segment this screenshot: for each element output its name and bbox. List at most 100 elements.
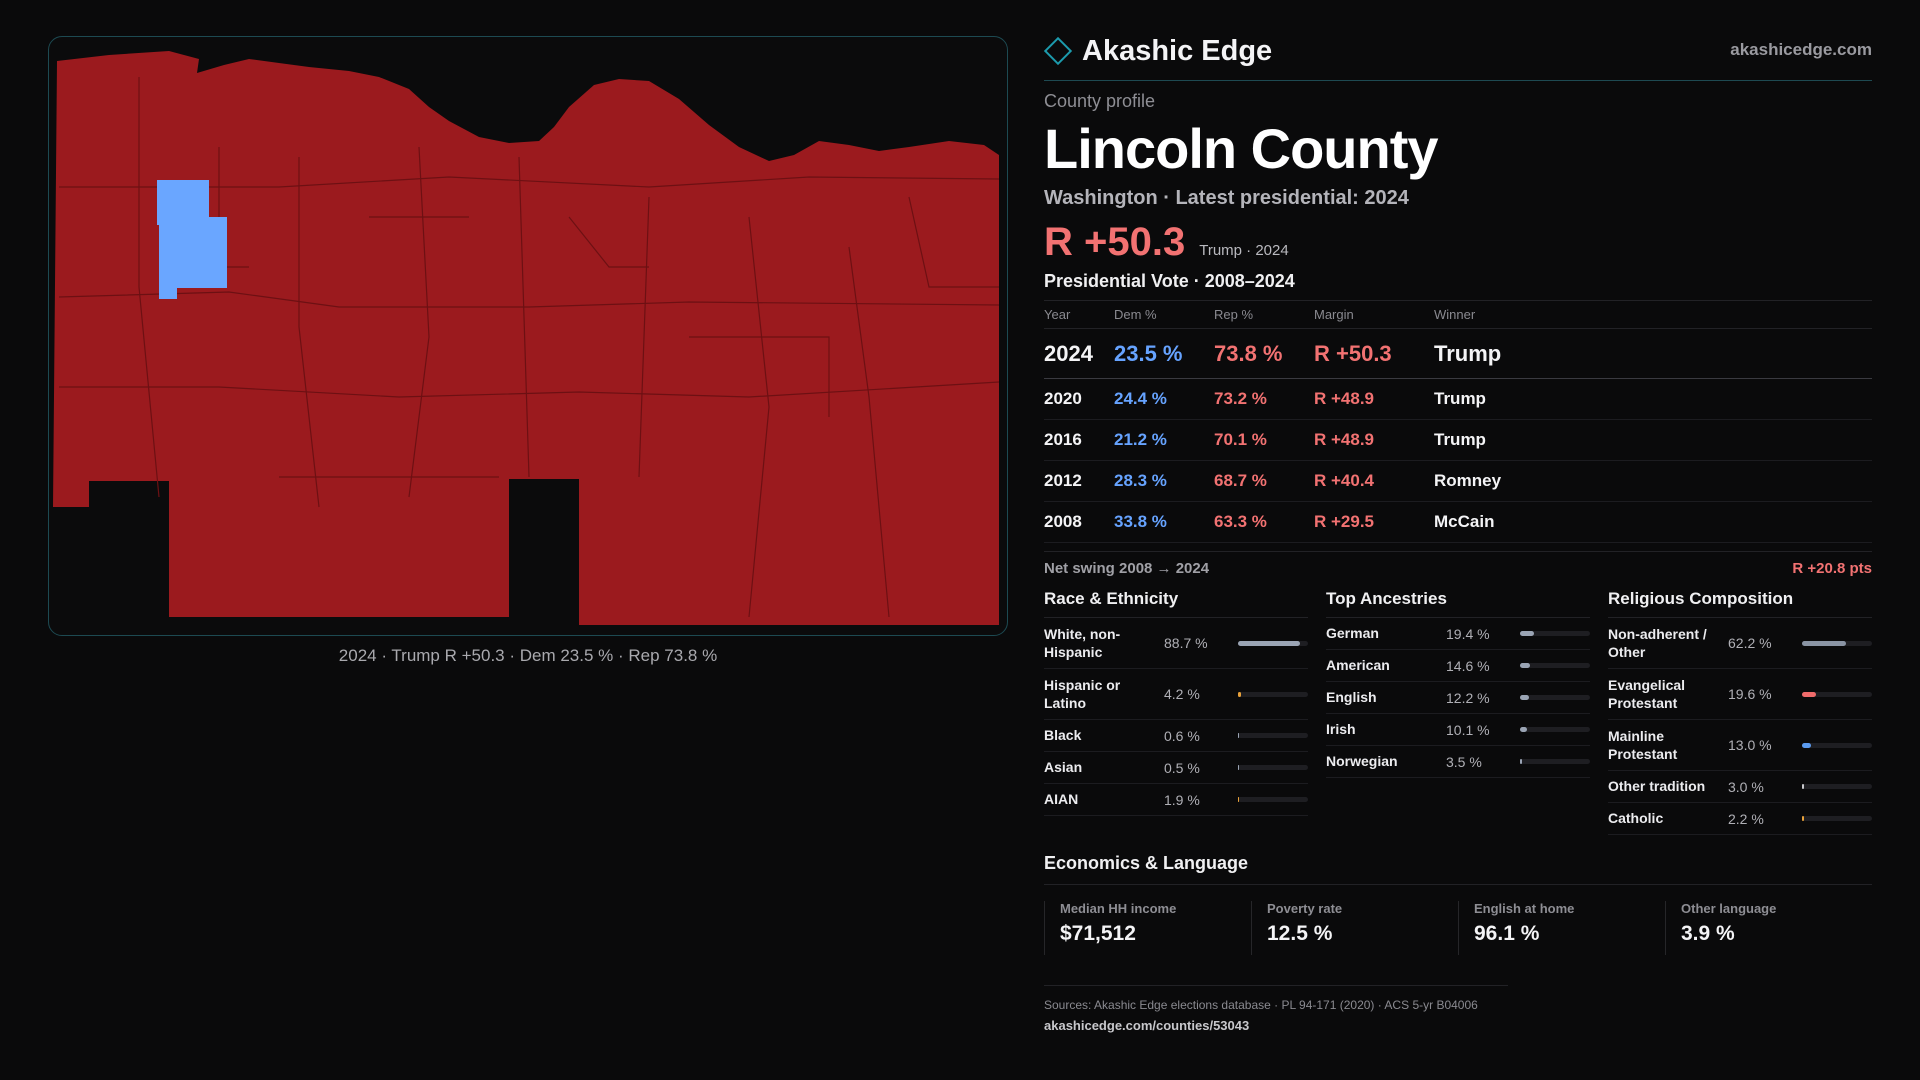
votes-section-title: Presidential Vote · 2008–2024 [1044,271,1295,291]
share-bar-fill [1238,733,1240,738]
row-rep: 73.2 % [1214,378,1314,420]
brand-header: Akashic Edge akashicedge.com [1043,30,1872,72]
item-label: Hispanic or Latino [1044,676,1121,711]
share-bar-fill [1802,742,1812,748]
table-row: 2024 23.5 % 73.8 % R +50.3 Trump [1044,328,1872,379]
stat-english-at-home: English at home 96.1 % [1458,901,1665,955]
row-rep: 70.1 % [1214,419,1314,461]
race-title: Race & Ethnicity [1044,589,1308,618]
share-bar-fill [1802,816,1804,821]
item-value: 14.6 % [1446,657,1490,674]
list-item: Hispanic or Latino 4.2 % [1044,669,1308,720]
share-bar-fill [1238,640,1301,646]
row-winner: Trump [1434,419,1872,461]
item-label: White, non-Hispanic [1044,625,1121,660]
table-row: 2020 24.4 % 73.2 % R +48.9 Trump [1044,378,1872,420]
item-value: 10.1 % [1446,721,1490,738]
row-year: 2020 [1044,378,1114,420]
item-value: 19.4 % [1446,625,1490,642]
share-bar [1238,733,1308,738]
precinct-map-svg[interactable] [49,37,1008,636]
list-item: Irish 10.1 % [1326,714,1590,746]
share-bar-fill [1802,640,1846,646]
row-year: 2016 [1044,419,1114,461]
row-margin: R +48.9 [1314,419,1434,461]
diamond-icon [1043,36,1073,66]
county-map[interactable] [48,36,1008,636]
item-label: Catholic [1608,810,1664,827]
share-bar [1802,640,1872,646]
row-dem: 24.4 % [1114,378,1214,420]
religion-panel: Religious Composition Non-adherent / Oth… [1608,589,1872,835]
row-margin: R +50.3 [1314,328,1434,379]
row-margin: R +29.5 [1314,501,1434,543]
county-subtitle: Washington · Latest presidential: 2024 [1044,187,1409,209]
item-value: 0.6 % [1164,727,1200,744]
item-label: Asian [1044,759,1083,776]
row-year: 2012 [1044,460,1114,502]
net-swing-label: Net swing 2008 → 2024 [1044,560,1210,577]
dem-precinct-region[interactable] [157,180,227,299]
county-permalink[interactable]: akashicedge.com/counties/53043 [1044,1018,1250,1033]
profile-kicker: County profile [1044,91,1156,111]
list-item: Evangelical Protestant 19.6 % [1608,669,1872,720]
share-bar-fill [1238,797,1240,802]
race-ethnicity-panel: Race & Ethnicity White, non-Hispanic 88.… [1044,589,1308,835]
stat-value: 3.9 % [1681,922,1735,945]
share-bar-fill [1238,765,1240,770]
item-label: Mainline Protestant [1608,727,1678,762]
headline-margin-note: Trump · 2024 [1199,242,1289,259]
item-value: 3.0 % [1728,778,1764,795]
list-item: English 12.2 % [1326,682,1590,714]
list-item: AIAN 1.9 % [1044,784,1308,816]
brand-url-link[interactable]: akashicedge.com [1730,40,1872,59]
share-bar [1238,765,1308,770]
share-bar [1520,695,1590,700]
item-label: Black [1044,727,1082,744]
item-value: 0.5 % [1164,759,1200,776]
share-bar-fill [1802,784,1805,789]
share-bar [1802,816,1872,821]
share-bar [1238,797,1308,802]
brand-name[interactable]: Akashic Edge [1082,34,1273,67]
row-margin: R +40.4 [1314,460,1434,502]
col-year: Year [1044,300,1114,329]
item-label: Other tradition [1608,778,1706,795]
item-value: 1.9 % [1164,791,1200,808]
stat-other-language: Other language 3.9 % [1665,901,1872,955]
table-row: 2016 21.2 % 70.1 % R +48.9 Trump [1044,419,1872,461]
row-dem: 28.3 % [1114,460,1214,502]
row-winner: Trump [1434,378,1872,420]
share-bar-fill [1802,691,1816,697]
item-value: 2.2 % [1728,810,1764,827]
headline-margin: R +50.3 Trump · 2024 [1044,220,1872,265]
item-label: Non-adherent / Other [1608,625,1707,660]
item-value: 88.7 % [1164,635,1208,651]
share-bar [1520,727,1590,732]
share-bar [1520,759,1590,764]
stat-value: $71,512 [1060,922,1136,945]
precinct-boundaries [58,77,1000,618]
item-label: Irish [1326,721,1356,738]
item-label: English [1326,689,1377,706]
share-bar [1802,742,1872,748]
col-winner: Winner [1434,300,1872,329]
list-item: White, non-Hispanic 88.7 % [1044,618,1308,669]
share-bar [1520,663,1590,668]
net-swing: Net swing 2008 → 2024 R +20.8 pts [1044,551,1872,577]
rep-precinct-region[interactable] [53,51,999,625]
list-item: Mainline Protestant 13.0 % [1608,720,1872,771]
list-item: Norwegian 3.5 % [1326,746,1590,778]
ancestry-title: Top Ancestries [1326,589,1590,618]
item-value: 62.2 % [1728,635,1772,651]
item-value: 4.2 % [1164,686,1200,702]
share-bar-fill [1520,695,1529,700]
row-winner: Trump [1434,328,1872,379]
item-label: German [1326,625,1379,642]
header-divider [1044,80,1872,81]
share-bar [1802,691,1872,697]
share-bar [1520,631,1590,636]
demographics-grid: Race & Ethnicity White, non-Hispanic 88.… [1044,589,1872,835]
ancestries-panel: Top Ancestries German 19.4 % American 14… [1326,589,1590,835]
row-year: 2024 [1044,328,1114,379]
